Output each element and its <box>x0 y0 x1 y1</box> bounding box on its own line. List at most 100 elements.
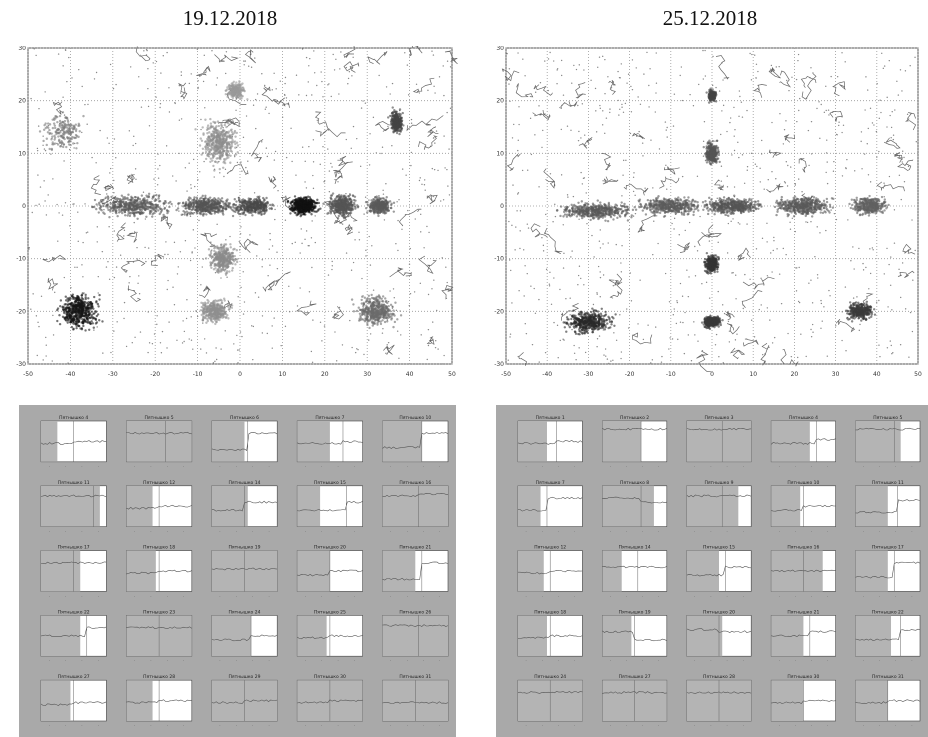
cluster-point <box>221 309 224 313</box>
scatter-point <box>139 331 142 333</box>
cluster-point <box>254 209 257 213</box>
trajectory <box>427 126 439 137</box>
scatter-point <box>197 80 199 82</box>
cluster-point <box>262 204 266 208</box>
scatter-point <box>408 263 411 265</box>
scatter-point <box>408 304 411 307</box>
cluster-point <box>230 143 233 146</box>
cluster-point <box>375 195 378 198</box>
cluster-point <box>231 86 234 89</box>
cluster-point <box>162 202 166 205</box>
scatter-point <box>433 279 435 281</box>
scatter-point <box>239 233 242 235</box>
cluster-point <box>93 198 97 202</box>
scatter-point <box>257 153 259 156</box>
cluster-point <box>195 204 198 207</box>
scatter-point <box>257 296 260 298</box>
cluster-point <box>245 203 248 206</box>
scatter-point <box>147 311 149 313</box>
cluster-point <box>337 198 340 202</box>
scatter-point <box>201 266 203 268</box>
cluster-point <box>302 207 305 210</box>
scatter-point <box>159 106 161 109</box>
scatter-point <box>234 47 236 50</box>
cluster-point <box>95 207 98 211</box>
cluster-point <box>207 204 211 208</box>
scatter-point <box>123 229 126 232</box>
scatter-point <box>381 146 384 148</box>
cluster-point <box>220 243 223 246</box>
scatter-point <box>369 333 372 335</box>
scatter-point <box>284 82 286 85</box>
scatter-point <box>407 94 410 96</box>
scatter-point <box>50 153 52 155</box>
cluster-point <box>257 207 260 210</box>
scatter-point <box>284 325 287 328</box>
trajectory <box>315 128 346 138</box>
cluster-point <box>229 243 232 246</box>
scatter-point <box>219 172 221 174</box>
cluster-point <box>370 201 374 205</box>
cluster-point <box>104 196 108 199</box>
cluster-point <box>317 208 320 211</box>
cluster-point <box>347 212 351 215</box>
scatter-point <box>190 316 192 318</box>
cluster-point <box>240 204 243 208</box>
scatter-point <box>77 240 79 243</box>
cluster-point <box>188 205 192 209</box>
scatter-point <box>301 146 304 148</box>
cluster-point <box>215 134 219 138</box>
scatter-point <box>224 168 227 171</box>
scatter-point <box>36 354 38 357</box>
x-tick-label: -50 <box>23 371 33 378</box>
scatter-point <box>192 158 195 161</box>
cluster-point <box>207 306 210 309</box>
cluster-point <box>182 209 185 213</box>
cluster-point <box>271 203 274 206</box>
cluster-point <box>100 209 103 212</box>
scatter-point <box>63 276 66 279</box>
scatter-point <box>123 235 125 237</box>
cluster-point <box>187 199 190 202</box>
cluster-point <box>140 194 144 197</box>
scatter-point <box>433 137 435 139</box>
cluster-point <box>149 206 152 210</box>
cluster-point <box>209 122 213 125</box>
cluster-point <box>246 98 249 101</box>
trajectory <box>178 82 188 100</box>
cluster-point <box>109 208 112 211</box>
cluster-point <box>138 197 142 201</box>
scatter-point <box>220 277 222 279</box>
scatter-point <box>96 326 98 328</box>
cluster-point <box>203 301 207 304</box>
scatter-point <box>42 135 44 137</box>
cluster-point <box>134 208 137 211</box>
cluster-point <box>202 197 205 201</box>
scatter-point <box>449 107 452 110</box>
cluster-point <box>333 209 337 212</box>
scatter-point <box>254 98 257 101</box>
cluster-point <box>334 200 337 203</box>
scatter-point <box>28 248 30 250</box>
scatter-point <box>157 168 159 170</box>
scatter-point <box>136 231 138 234</box>
cluster-point <box>113 203 116 206</box>
cluster-point <box>202 132 205 135</box>
cluster-point <box>116 197 119 200</box>
scatter-point <box>291 242 293 245</box>
cluster-point <box>123 202 126 205</box>
trajectory <box>90 175 101 195</box>
scatter-point <box>63 160 65 162</box>
cluster-point <box>328 205 332 208</box>
cluster-point <box>201 315 205 318</box>
scatter-point <box>338 306 341 309</box>
x-tick-label: 0 <box>238 371 242 378</box>
cluster-point <box>235 248 239 252</box>
cluster-point <box>230 304 234 307</box>
scatter-point <box>309 57 311 60</box>
cluster-point <box>189 197 192 200</box>
cluster-point <box>231 269 234 272</box>
cluster-point <box>223 204 226 208</box>
cluster-point <box>366 203 370 207</box>
cluster-point <box>165 209 169 212</box>
